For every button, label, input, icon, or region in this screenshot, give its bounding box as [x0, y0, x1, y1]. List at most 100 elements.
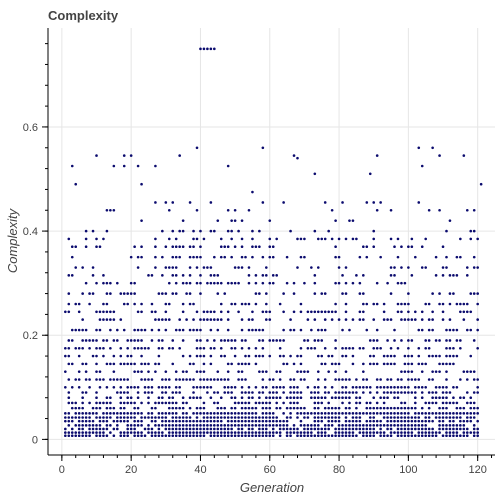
data-point [403, 354, 407, 358]
data-point [372, 412, 376, 415]
data-point [188, 434, 192, 438]
data-point [348, 419, 351, 423]
y-axis-label: Complexity [5, 207, 20, 273]
data-point [157, 362, 161, 366]
data-point [140, 412, 143, 415]
data-point [126, 434, 129, 438]
data-point [226, 378, 230, 381]
y-tick-label: 0.6 [23, 122, 38, 134]
data-point [240, 237, 244, 241]
data-point [445, 266, 448, 269]
data-point [375, 208, 379, 212]
data-point [81, 406, 84, 410]
data-point [213, 431, 216, 434]
data-point [77, 328, 81, 332]
data-point [382, 302, 386, 306]
data-point [299, 412, 303, 415]
data-point [67, 274, 71, 277]
data-point [296, 156, 299, 160]
data-point [348, 424, 351, 427]
data-point [310, 431, 313, 434]
data-point [240, 434, 244, 438]
data-point [258, 339, 261, 342]
data-point [310, 310, 313, 314]
data-point [109, 292, 112, 295]
data-point [136, 386, 140, 389]
data-point [147, 386, 150, 389]
data-point [389, 346, 393, 350]
data-point [337, 419, 341, 423]
data-point [178, 424, 181, 427]
data-point [469, 237, 473, 241]
data-point [247, 362, 251, 366]
data-point [427, 339, 431, 342]
data-point [334, 427, 337, 431]
data-point [81, 362, 84, 366]
data-point [472, 431, 476, 434]
data-point [362, 302, 365, 306]
data-point [98, 419, 102, 423]
data-point [292, 154, 296, 157]
data-point [355, 396, 358, 400]
data-point [420, 245, 424, 249]
data-point [448, 412, 452, 415]
data-point [95, 328, 98, 332]
data-point [133, 386, 136, 389]
data-point [441, 245, 445, 249]
data-point [341, 292, 344, 295]
data-point [112, 208, 116, 212]
data-point [74, 434, 78, 438]
data-point [161, 386, 164, 389]
data-point [334, 431, 337, 434]
data-point [219, 434, 223, 438]
data-point [206, 378, 209, 381]
x-tick-label: 0 [59, 464, 65, 476]
data-point [247, 396, 251, 400]
data-point [372, 396, 376, 400]
data-point [88, 416, 91, 419]
data-point [109, 416, 112, 419]
data-point [476, 434, 479, 438]
data-point [330, 396, 334, 400]
data-point [365, 424, 369, 427]
data-point [344, 266, 348, 269]
data-point [261, 339, 265, 342]
data-point [81, 318, 84, 321]
data-point [261, 406, 265, 410]
data-point [213, 274, 216, 277]
data-point [323, 427, 327, 431]
data-point [316, 378, 320, 381]
data-point [323, 328, 327, 332]
data-point [306, 427, 310, 431]
data-point [282, 328, 285, 332]
data-point [299, 378, 303, 381]
data-point [407, 302, 410, 306]
data-point [136, 396, 140, 400]
data-point [459, 396, 462, 400]
data-point [313, 229, 317, 233]
data-point [181, 229, 185, 233]
data-point [167, 431, 171, 434]
data-point [157, 412, 161, 415]
data-point [427, 434, 431, 438]
data-point [365, 245, 369, 249]
data-point [396, 386, 400, 389]
data-point [254, 346, 258, 350]
data-point [192, 424, 195, 427]
data-point [254, 412, 258, 415]
data-point [265, 427, 268, 431]
data-point [448, 292, 452, 295]
data-point [240, 391, 244, 394]
data-point [438, 302, 441, 306]
data-point [472, 427, 476, 431]
data-point [202, 362, 206, 366]
data-point [296, 391, 299, 394]
data-point [375, 328, 379, 332]
data-point [192, 245, 195, 249]
data-point [261, 378, 265, 381]
data-point [240, 245, 244, 249]
data-point [448, 419, 452, 423]
data-point [64, 431, 67, 434]
data-point [77, 302, 81, 306]
data-point [316, 370, 320, 373]
